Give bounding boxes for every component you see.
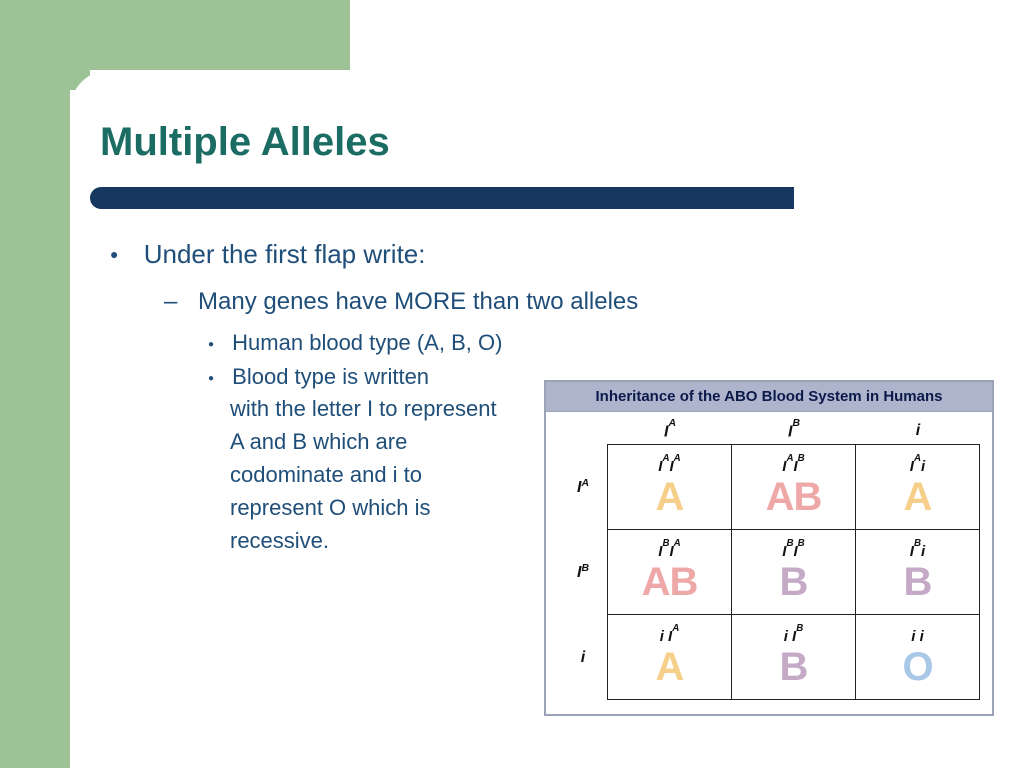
bullet-l3b-rest: with the letter I to represent A and B w…	[230, 392, 510, 557]
punnett-cell: IAIA A	[607, 444, 732, 530]
genotype-label: IAIA	[658, 457, 680, 475]
bullet-l2-text: Many genes have MORE than two alleles	[198, 288, 638, 315]
col-header-1: IB	[732, 422, 856, 441]
bullet-l3a-text: Human blood type (A, B, O)	[232, 330, 502, 355]
phenotype-label: O	[902, 647, 932, 687]
column-headers: IA IB i	[558, 422, 980, 441]
row-header-2: i	[558, 615, 608, 700]
genotype-label: i IA	[660, 627, 680, 645]
genotype-label: IAIB	[782, 457, 804, 475]
sidebar-accent	[0, 0, 70, 768]
punnett-cell: IAi A	[855, 444, 980, 530]
phenotype-label: A	[656, 477, 684, 517]
figure-title: Inheritance of the ABO Blood System in H…	[546, 382, 992, 412]
punnett-cell: IBIA AB	[607, 529, 732, 615]
phenotype-label: B	[904, 562, 932, 602]
topnotch-accent	[70, 0, 350, 70]
genotype-label: IBIA	[658, 542, 680, 560]
genotype-label: IAi	[910, 457, 925, 475]
punnett-cell: i IA A	[607, 614, 732, 700]
punnett-row: IAIAIAAIAIBABIAiA	[558, 445, 980, 530]
bullet-l3a: Human blood type (A, B, O)	[208, 328, 964, 358]
punnett-square: IA IB i IAIAIAAIAIBABIAiAIBIBIAABIBIBBIB…	[546, 412, 992, 714]
bullet-l3b-lead: Blood type is written	[232, 364, 429, 389]
rule-cap	[90, 187, 120, 209]
punnett-cell: IBIB B	[731, 529, 856, 615]
punnett-cell: i i O	[855, 614, 980, 700]
punnett-cell: IBi B	[855, 529, 980, 615]
phenotype-label: AB	[642, 562, 698, 602]
rule-bar	[120, 187, 794, 209]
phenotype-label: A	[904, 477, 932, 517]
row-header-1: IB	[558, 530, 608, 615]
notch-corner	[70, 70, 110, 110]
abo-figure: Inheritance of the ABO Blood System in H…	[544, 380, 994, 716]
phenotype-label: B	[780, 562, 808, 602]
row-header-0: IA	[558, 445, 608, 530]
genotype-label: IBIB	[782, 542, 804, 560]
col-header-0: IA	[608, 422, 732, 441]
bullet-l1-text: Under the first flap write:	[144, 239, 426, 269]
genotype-label: i IB	[784, 627, 804, 645]
title-rule	[100, 187, 964, 209]
punnett-cell: IAIB AB	[731, 444, 856, 530]
phenotype-label: AB	[766, 477, 822, 517]
punnett-cell: i IB B	[731, 614, 856, 700]
phenotype-label: A	[656, 647, 684, 687]
col-header-2: i	[856, 422, 980, 441]
punnett-row: IB IBIA AB IBIB B IBi B	[558, 530, 980, 615]
genotype-label: i i	[911, 628, 924, 645]
genotype-label: IBi	[910, 542, 925, 560]
phenotype-label: B	[780, 647, 808, 687]
slide-title: Multiple Alleles	[100, 120, 964, 165]
punnett-row: i i IA Ai IB Bi i O	[558, 615, 980, 700]
